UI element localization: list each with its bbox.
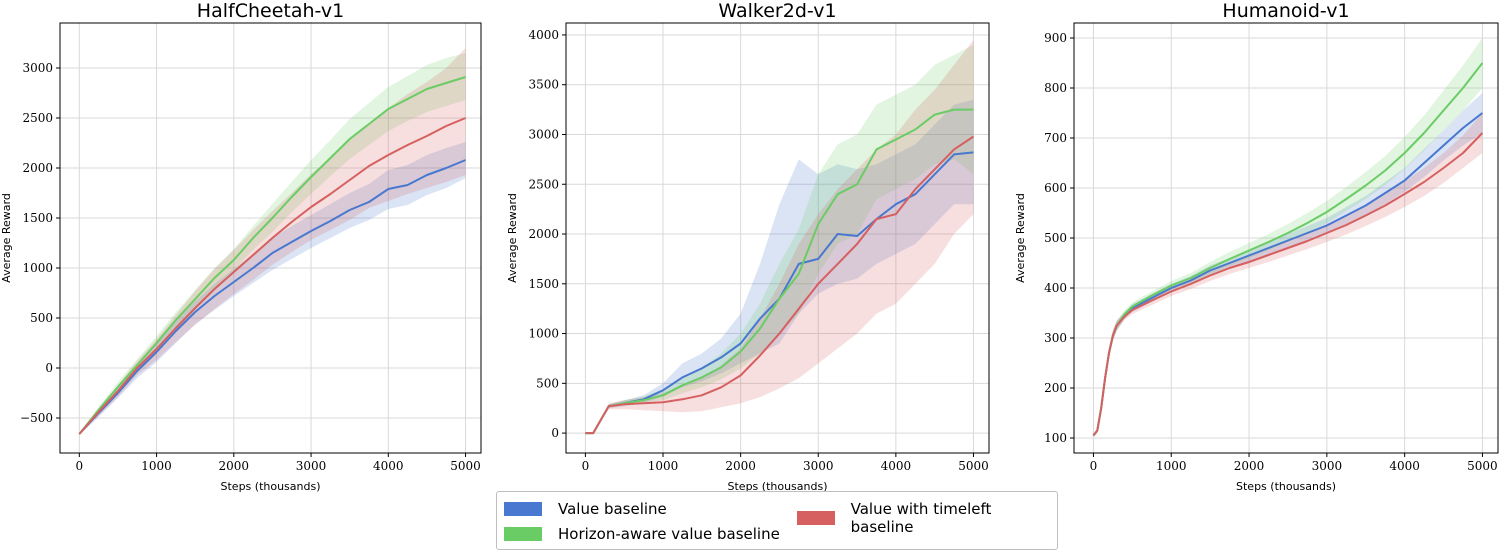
x-tick-label: 4000 xyxy=(881,459,912,473)
x-tick-label: 5000 xyxy=(958,459,989,473)
legend-label-timeleft: Value with timeleft baseline xyxy=(850,500,992,536)
legend-item-timeleft: Value with timeleft baseline xyxy=(797,500,1057,536)
band-value-with-timeleft-baseline xyxy=(585,39,974,434)
y-tick-label: 1500 xyxy=(528,277,559,291)
x-tick-label: 5000 xyxy=(450,459,481,473)
x-tick-label: 0 xyxy=(582,459,590,473)
band-value-baseline xyxy=(585,99,974,434)
x-tick-label: 5000 xyxy=(1467,459,1498,473)
y-tick-label: 1000 xyxy=(528,327,559,341)
y-tick-label: 600 xyxy=(1044,181,1067,195)
line-horizon-aware-value-baseline xyxy=(585,108,974,435)
x-tick-label: 2000 xyxy=(219,459,250,473)
plot-frame xyxy=(59,22,482,454)
x-tick-label: 1000 xyxy=(648,459,679,473)
x-axis-label: Steps (thousands) xyxy=(1236,480,1336,493)
x-axis-label: Steps (thousands) xyxy=(221,480,321,493)
y-tick-label: 2500 xyxy=(22,111,53,125)
band-horizon-aware-value-baseline xyxy=(79,53,466,435)
plot-frame xyxy=(565,22,990,454)
y-tick-label: 1000 xyxy=(22,261,53,275)
x-tick-label: 3000 xyxy=(1312,459,1343,473)
y-tick-label: 500 xyxy=(30,311,53,325)
band-horizon-aware-value-baseline xyxy=(585,44,974,434)
band-horizon-aware-value-baseline xyxy=(1093,38,1483,437)
chart-title: Humanoid-v1 xyxy=(1222,0,1349,22)
y-tick-label: 3000 xyxy=(528,127,559,141)
y-tick-label: 3000 xyxy=(22,61,53,75)
y-tick-label: 0 xyxy=(551,426,559,440)
y-tick-label: 500 xyxy=(1044,231,1067,245)
line-value-with-timeleft-baseline xyxy=(78,117,466,435)
y-tick-label: 900 xyxy=(1044,31,1067,45)
y-tick-label: 400 xyxy=(1044,281,1067,295)
y-tick-label: 100 xyxy=(1044,431,1067,445)
line-value-with-timeleft-baseline xyxy=(1092,132,1484,437)
x-tick-label: 2000 xyxy=(725,459,756,473)
y-tick-label: 3500 xyxy=(528,78,559,92)
legend-item-horizon-aware: Horizon-aware value baseline xyxy=(504,525,780,543)
y-tick-label: 2500 xyxy=(528,177,559,191)
x-tick-label: 0 xyxy=(75,459,83,473)
x-tick-label: 0 xyxy=(1090,459,1098,473)
x-tick-label: 4000 xyxy=(373,459,404,473)
y-tick-label: 0 xyxy=(45,361,53,375)
legend-label-value-baseline: Value baseline xyxy=(558,500,667,518)
y-tick-label: 2000 xyxy=(528,227,559,241)
y-axis-label: Average Reward xyxy=(1014,193,1027,283)
y-axis-label: Average Reward xyxy=(506,193,519,283)
y-tick-label: 300 xyxy=(1044,331,1067,345)
legend-label-horizon-aware: Horizon-aware value baseline xyxy=(558,525,780,543)
y-tick-label: 700 xyxy=(1044,131,1067,145)
y-tick-label: 500 xyxy=(536,376,559,390)
y-tick-label: 1500 xyxy=(22,211,53,225)
band-value-with-timeleft-baseline xyxy=(79,48,466,435)
y-tick-label: 2000 xyxy=(22,161,53,175)
panel-halfcheetah-v1: 0 1000 2000 3000 4000 5000 −500 0 500 1000 1500 200… xyxy=(0,0,482,493)
legend: Value baseline Horizon-aware value basel… xyxy=(496,491,1058,550)
legend-swatch-timeleft xyxy=(797,511,835,525)
x-tick-label: 4000 xyxy=(1389,459,1420,473)
x-tick-label: 1000 xyxy=(141,459,172,473)
y-tick-label: 4000 xyxy=(528,28,559,42)
legend-item-value-baseline: Value baseline xyxy=(504,500,667,518)
line-horizon-aware-value-baseline xyxy=(78,76,466,435)
line-value-baseline xyxy=(78,159,466,435)
x-tick-label: 1000 xyxy=(1156,459,1187,473)
x-tick-label: 3000 xyxy=(296,459,327,473)
y-axis-label: Average Reward xyxy=(0,193,13,283)
chart-title: Walker2d-v1 xyxy=(718,0,836,22)
x-axis-label: Steps (thousands) xyxy=(728,480,828,493)
x-tick-label: 3000 xyxy=(803,459,834,473)
band-value-baseline xyxy=(79,142,466,435)
chart-title: HalfCheetah-v1 xyxy=(197,0,344,22)
panel-humanoid-v1: 0 1000 2000 3000 4000 5000 100 200 300 400 500 600 7… xyxy=(1014,0,1499,493)
y-tick-label: −500 xyxy=(20,411,53,425)
y-tick-label: 200 xyxy=(1044,381,1067,395)
y-tick-label: 800 xyxy=(1044,81,1067,95)
legend-swatch-value-baseline xyxy=(504,502,542,516)
panel-walker2d-v1: 0 1000 2000 3000 4000 5000 0 500 1000 1500 2000 250… xyxy=(506,0,990,493)
x-tick-label: 2000 xyxy=(1234,459,1265,473)
legend-swatch-horizon-aware xyxy=(504,527,542,541)
line-value-with-timeleft-baseline xyxy=(585,135,975,435)
